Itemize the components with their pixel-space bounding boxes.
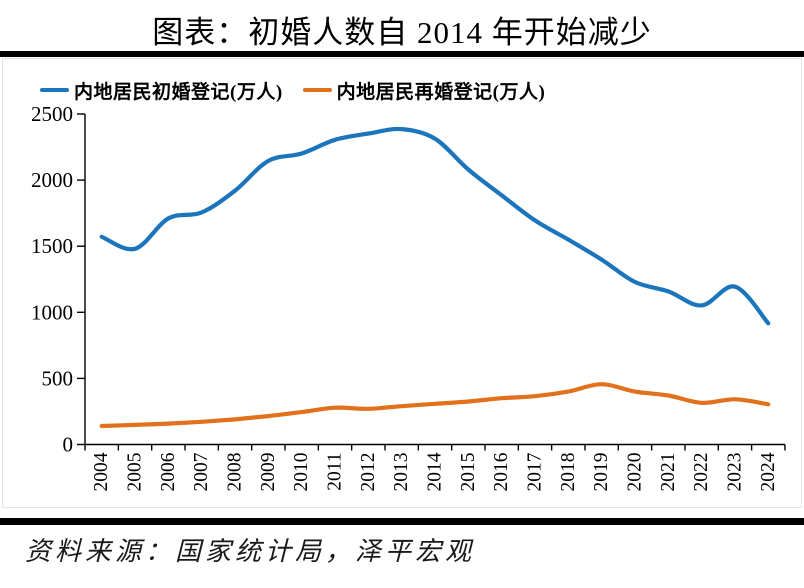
x-axis-label: 2011 (325, 453, 346, 491)
series-line-remarriage (99, 382, 771, 429)
x-axis-label: 2022 (691, 453, 712, 492)
x-axis-label: 2023 (724, 453, 745, 492)
chart-frame (2, 58, 802, 508)
x-axis-label: 2006 (158, 452, 179, 491)
bottom-divider (0, 518, 804, 525)
x-axis-label: 2020 (624, 453, 645, 492)
first-marriage-line-swatch (40, 88, 69, 92)
top-divider (0, 51, 804, 57)
y-axis-label: 1000 (31, 300, 73, 324)
x-axis-label: 2010 (291, 453, 312, 492)
page-title: 图表：初婚人数自 2014 年开始减少 (152, 15, 652, 50)
legend-item-first-marriage: 内地居民初婚登记(万人) (40, 77, 283, 104)
x-axis-label: 2009 (258, 453, 279, 492)
x-axis-label: 2008 (225, 453, 246, 492)
x-axis-label: 2024 (758, 452, 779, 491)
x-axis-label: 2005 (125, 453, 146, 492)
x-axis-label: 2007 (191, 452, 212, 491)
x-axis-label: 2013 (391, 453, 412, 492)
y-axis-label: 0 (63, 433, 74, 457)
x-axis-label: 2015 (458, 453, 479, 492)
x-axis-label: 2016 (491, 452, 512, 491)
x-axis-label: 2012 (358, 453, 379, 492)
x-axis-label: 2019 (591, 453, 612, 492)
y-axis-label: 2000 (31, 168, 73, 192)
x-axis-label: 2017 (524, 452, 545, 491)
y-axis-label: 2500 (31, 102, 73, 126)
legend-item-remarriage: 内地居民再婚登记(万人) (302, 77, 546, 104)
y-axis-label: 1500 (31, 234, 73, 258)
x-axis-label: 2014 (425, 452, 446, 491)
x-axis-label: 2018 (558, 453, 579, 492)
x-axis-label: 2004 (91, 452, 112, 491)
y-axis-label: 500 (42, 366, 74, 390)
x-axis-label: 2021 (658, 453, 679, 492)
chart-legend: 内地居民初婚登记(万人) 内地居民再婚登记(万人) (40, 77, 546, 104)
legend-label-first-marriage: 内地居民初婚登记(万人) (74, 81, 283, 103)
series-line-first-marriage (99, 126, 771, 326)
legend-label-remarriage: 内地居民再婚登记(万人) (336, 81, 546, 103)
remarriage-line-swatch (302, 88, 332, 92)
source-note: 资料来源：国家统计局，泽平宏观 (25, 537, 476, 566)
